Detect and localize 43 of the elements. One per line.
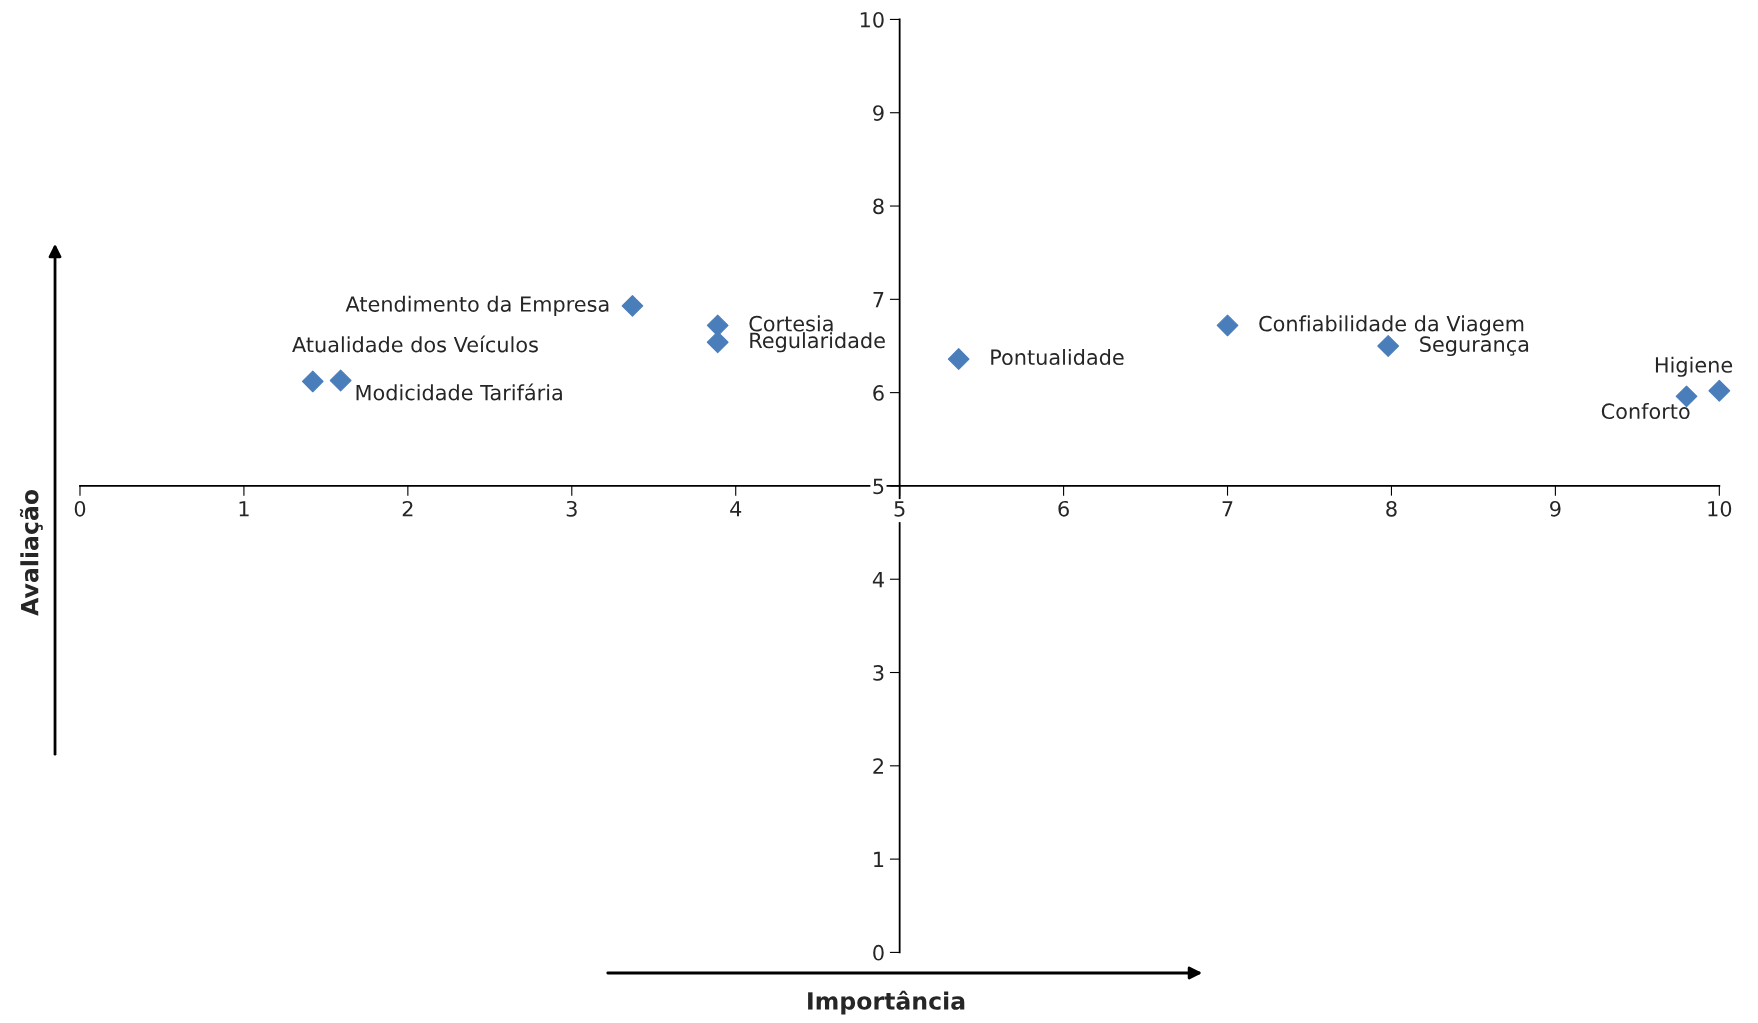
x-tick-label: 1 xyxy=(239,501,249,517)
point xyxy=(947,348,970,370)
y-tick-label: 8 xyxy=(873,198,884,215)
annotation: Atendimento da Empresa xyxy=(345,295,609,316)
annotation: Modicidade Tarifária xyxy=(356,383,562,401)
x-tick-label: 4 xyxy=(730,501,742,517)
y-tick-label: 10 xyxy=(860,11,884,28)
point xyxy=(301,370,324,393)
annotation: Atualidade dos Veículos xyxy=(292,335,538,353)
y-tick-label: 6 xyxy=(873,385,884,401)
x-tick-label: 10 xyxy=(1708,500,1732,517)
x-tick-label: 6 xyxy=(1058,500,1069,517)
point xyxy=(1708,379,1731,402)
y-tick-label: 3 xyxy=(873,664,884,681)
x-tick-label: 2 xyxy=(402,500,413,517)
annotation: Cortesia xyxy=(749,315,833,332)
x-tick-label: 5 xyxy=(894,501,905,517)
x-tick-label: 8 xyxy=(1386,500,1397,517)
y-tick-label: 4 xyxy=(872,571,884,588)
annotation: Higiene xyxy=(1655,356,1733,377)
annotation: Confiabilidade da Viagem xyxy=(1259,315,1524,336)
x-axis-title: Importância xyxy=(808,990,965,1015)
x-tick-label: 0 xyxy=(74,500,86,517)
y-tick-label: 0 xyxy=(873,944,884,961)
x-tick-label: 3 xyxy=(566,500,577,517)
annotation: Pontualidade xyxy=(991,348,1124,366)
annotation: Segurança xyxy=(1420,336,1529,357)
annotation: Conforto xyxy=(1601,402,1690,420)
y-tick-label: 9 xyxy=(873,105,884,121)
annotation: Regularidade xyxy=(750,332,885,353)
point xyxy=(706,314,729,337)
y-tick-label: 5 xyxy=(873,478,884,495)
point xyxy=(1216,314,1239,337)
point xyxy=(329,369,352,392)
x-tick-label: 9 xyxy=(1550,500,1561,517)
x-tick-label: 7 xyxy=(1222,501,1233,517)
point xyxy=(706,331,729,354)
y-axis-title: Avaliação xyxy=(19,489,43,616)
y-tick-label: 7 xyxy=(873,292,884,308)
y-tick-label: 1 xyxy=(874,851,884,868)
point xyxy=(621,294,644,317)
point xyxy=(1377,335,1400,357)
y-tick-label: 2 xyxy=(873,758,883,774)
